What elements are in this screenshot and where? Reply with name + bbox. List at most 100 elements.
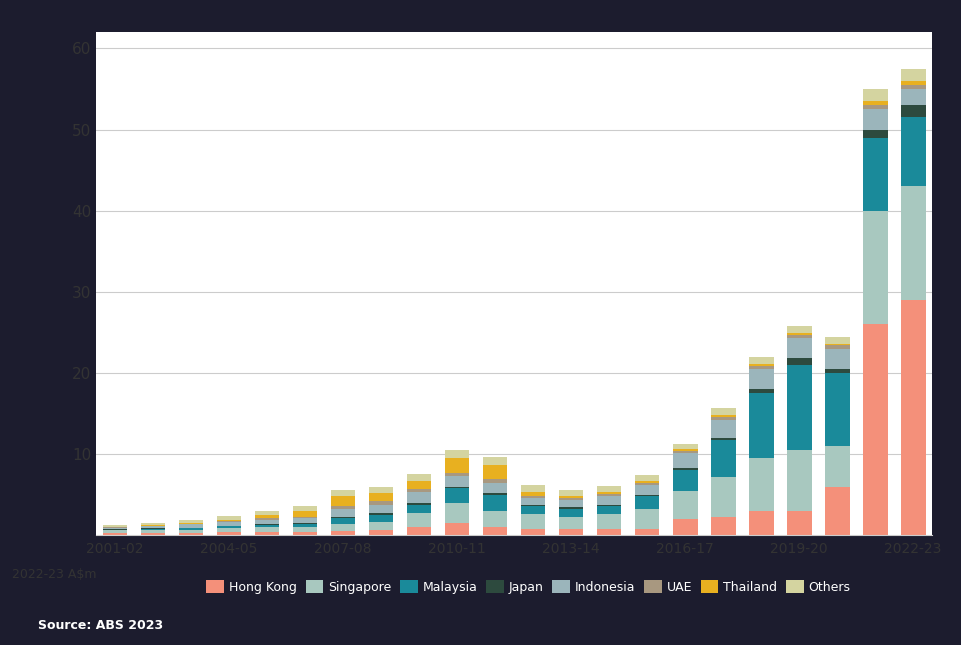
Bar xyxy=(407,473,431,481)
Bar xyxy=(293,527,317,532)
Bar xyxy=(482,493,507,495)
Bar xyxy=(482,495,507,511)
Bar xyxy=(521,495,546,498)
Bar xyxy=(407,513,431,527)
Bar xyxy=(521,506,546,514)
Bar xyxy=(369,487,393,493)
Bar xyxy=(179,520,204,522)
Bar xyxy=(825,446,850,487)
Bar xyxy=(521,491,546,495)
Bar xyxy=(749,390,774,393)
Bar xyxy=(711,438,735,441)
Bar xyxy=(482,527,507,535)
Bar xyxy=(179,530,204,533)
Bar xyxy=(597,504,622,506)
Bar xyxy=(749,357,774,364)
Bar xyxy=(482,465,507,479)
Bar xyxy=(255,515,280,519)
Bar xyxy=(749,511,774,535)
Bar xyxy=(558,529,583,535)
Bar xyxy=(445,458,470,473)
Bar xyxy=(482,479,507,482)
Bar xyxy=(407,504,431,513)
Bar xyxy=(482,457,507,465)
Bar xyxy=(445,503,470,523)
Bar xyxy=(635,497,659,508)
Bar xyxy=(331,517,356,519)
Bar xyxy=(673,468,698,470)
Bar xyxy=(825,344,850,346)
Bar xyxy=(331,531,356,535)
Bar xyxy=(255,527,280,532)
Bar xyxy=(900,89,925,105)
Bar xyxy=(825,337,850,344)
Bar xyxy=(900,117,925,186)
Bar xyxy=(445,476,470,487)
Bar xyxy=(711,408,735,415)
Bar xyxy=(331,497,356,506)
Bar xyxy=(825,487,850,535)
Bar xyxy=(369,530,393,535)
Bar xyxy=(482,511,507,527)
Bar xyxy=(255,511,280,515)
Bar xyxy=(825,346,850,349)
Bar xyxy=(331,506,356,510)
Bar xyxy=(331,490,356,497)
Bar xyxy=(407,527,431,535)
Bar xyxy=(863,101,888,105)
Bar xyxy=(407,481,431,489)
Bar xyxy=(179,528,204,530)
Bar xyxy=(140,533,165,535)
Bar xyxy=(445,473,470,476)
Bar xyxy=(635,508,659,529)
Bar xyxy=(369,515,393,522)
Bar xyxy=(521,514,546,529)
Bar xyxy=(597,494,622,497)
Bar xyxy=(179,533,204,535)
Bar xyxy=(103,528,128,530)
Bar xyxy=(635,481,659,482)
Bar xyxy=(331,519,356,524)
Bar xyxy=(255,519,280,524)
Bar xyxy=(900,300,925,535)
Bar xyxy=(140,522,165,525)
Bar xyxy=(597,506,622,514)
Bar xyxy=(558,517,583,529)
Bar xyxy=(293,511,317,517)
Bar xyxy=(293,519,317,523)
Bar xyxy=(179,522,204,524)
Bar xyxy=(482,482,507,493)
Bar xyxy=(787,335,811,338)
Bar xyxy=(900,186,925,300)
Bar xyxy=(597,486,622,491)
Bar xyxy=(749,458,774,511)
Bar xyxy=(711,477,735,517)
Bar xyxy=(711,517,735,535)
Bar xyxy=(558,507,583,508)
Bar xyxy=(635,529,659,535)
Bar xyxy=(217,522,241,526)
Bar xyxy=(825,373,850,446)
Bar xyxy=(597,497,622,504)
Bar xyxy=(521,485,546,491)
Bar xyxy=(863,138,888,211)
Bar xyxy=(179,524,204,528)
Bar xyxy=(369,501,393,505)
Bar xyxy=(787,365,811,450)
Bar xyxy=(597,514,622,529)
Bar xyxy=(217,516,241,519)
Bar xyxy=(558,508,583,517)
Bar xyxy=(217,526,241,528)
Bar xyxy=(673,451,698,453)
Bar xyxy=(673,444,698,450)
Bar xyxy=(787,326,811,333)
Bar xyxy=(293,523,317,524)
Bar xyxy=(749,364,774,366)
Bar xyxy=(597,529,622,535)
Bar xyxy=(445,450,470,458)
Bar xyxy=(825,369,850,373)
Bar xyxy=(749,393,774,458)
Bar xyxy=(787,359,811,365)
Bar xyxy=(331,510,356,517)
Bar xyxy=(445,488,470,503)
